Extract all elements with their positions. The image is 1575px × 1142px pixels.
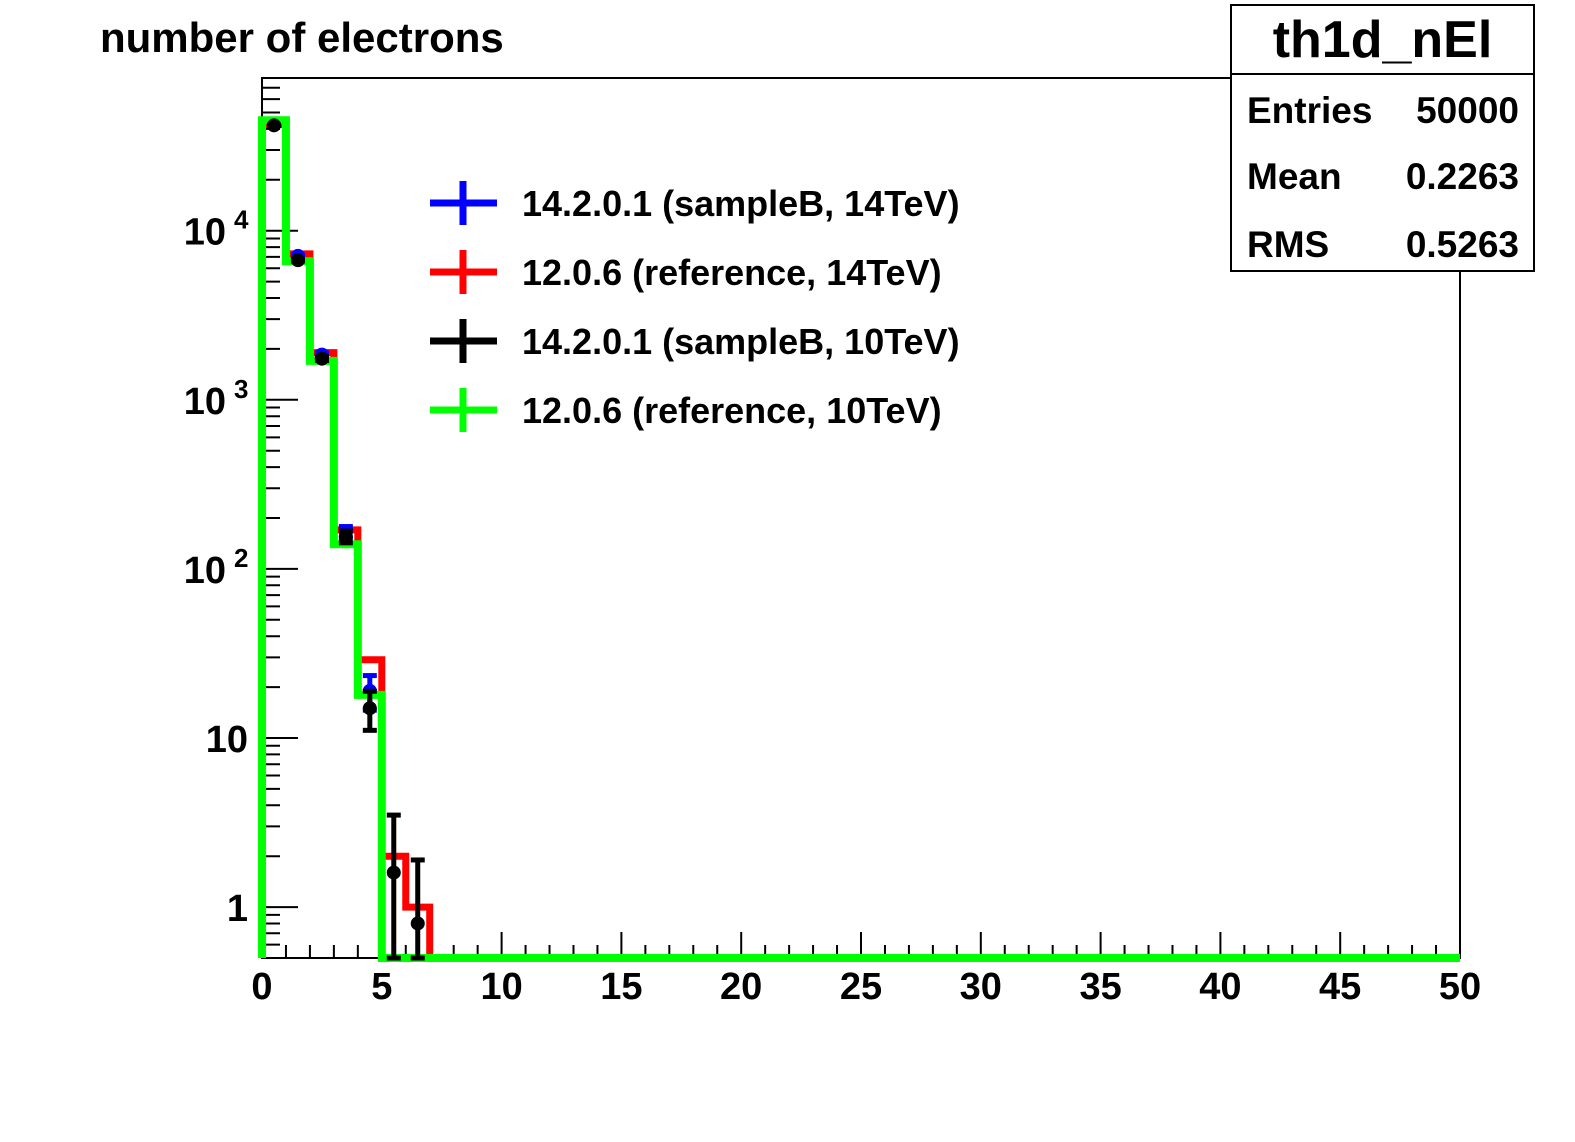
stats-row-mean: Mean 0.2263 [1247,152,1519,202]
x-tick-label: 40 [1199,966,1241,1008]
stats-row-entries: Entries 50000 [1247,86,1519,136]
stats-label: Entries [1247,90,1373,131]
y-tick-exponent: 3 [234,374,248,404]
axis-labels: 0 5 10 15 20 25 30 35 40 45 50 1 10 10 2 10 3 10 4 [184,205,1481,1008]
x-tick-label: 50 [1439,966,1481,1008]
y-tick-label: 1 [227,888,248,930]
stats-box-title: th1d_nEl [1232,6,1533,75]
legend-label: 14.2.0.1 (sampleB, 10TeV) [522,321,960,362]
stats-row-rms: RMS 0.5263 [1247,220,1519,270]
series-layer [258,116,1460,962]
chart-title: number of electrons [100,14,504,61]
stats-value: 50000 [1416,90,1519,131]
legend-label: 12.0.6 (reference, 14TeV) [522,252,942,293]
stats-value: 0.5263 [1405,224,1519,265]
y-tick-label: 10 [184,212,226,254]
data-point [290,253,305,268]
data-point [362,701,377,716]
y-tick-label: 10 [184,550,226,592]
data-point [410,916,425,931]
data-point [314,351,329,366]
x-tick-label: 0 [251,966,272,1008]
x-tick-label: 10 [480,966,522,1008]
stats-box: th1d_nEl Entries 50000 Mean 0.2263 RMS 0… [1230,4,1535,272]
x-tick-label: 25 [840,966,882,1008]
x-tick-label: 5 [371,966,392,1008]
legend-label: 12.0.6 (reference, 10TeV) [522,390,942,431]
stats-label: RMS [1247,224,1330,265]
y-tick-exponent: 2 [234,543,248,573]
x-tick-label: 20 [720,966,762,1008]
data-point [386,865,401,880]
y-tick-label: 10 [184,381,226,423]
x-tick-label: 15 [600,966,642,1008]
stats-label: Mean [1247,156,1342,197]
y-tick-label: 10 [206,719,248,761]
x-tick-label: 45 [1319,966,1361,1008]
x-tick-label: 30 [960,966,1002,1008]
data-point [338,529,353,544]
x-tick-label: 35 [1079,966,1121,1008]
legend: 14.2.0.1 (sampleB, 14TeV) 12.0.6 (referen… [430,181,960,432]
legend-label: 14.2.0.1 (sampleB, 14TeV) [522,183,960,224]
data-point [266,118,281,133]
stats-value: 0.2263 [1405,156,1519,197]
y-tick-exponent: 4 [234,205,249,235]
